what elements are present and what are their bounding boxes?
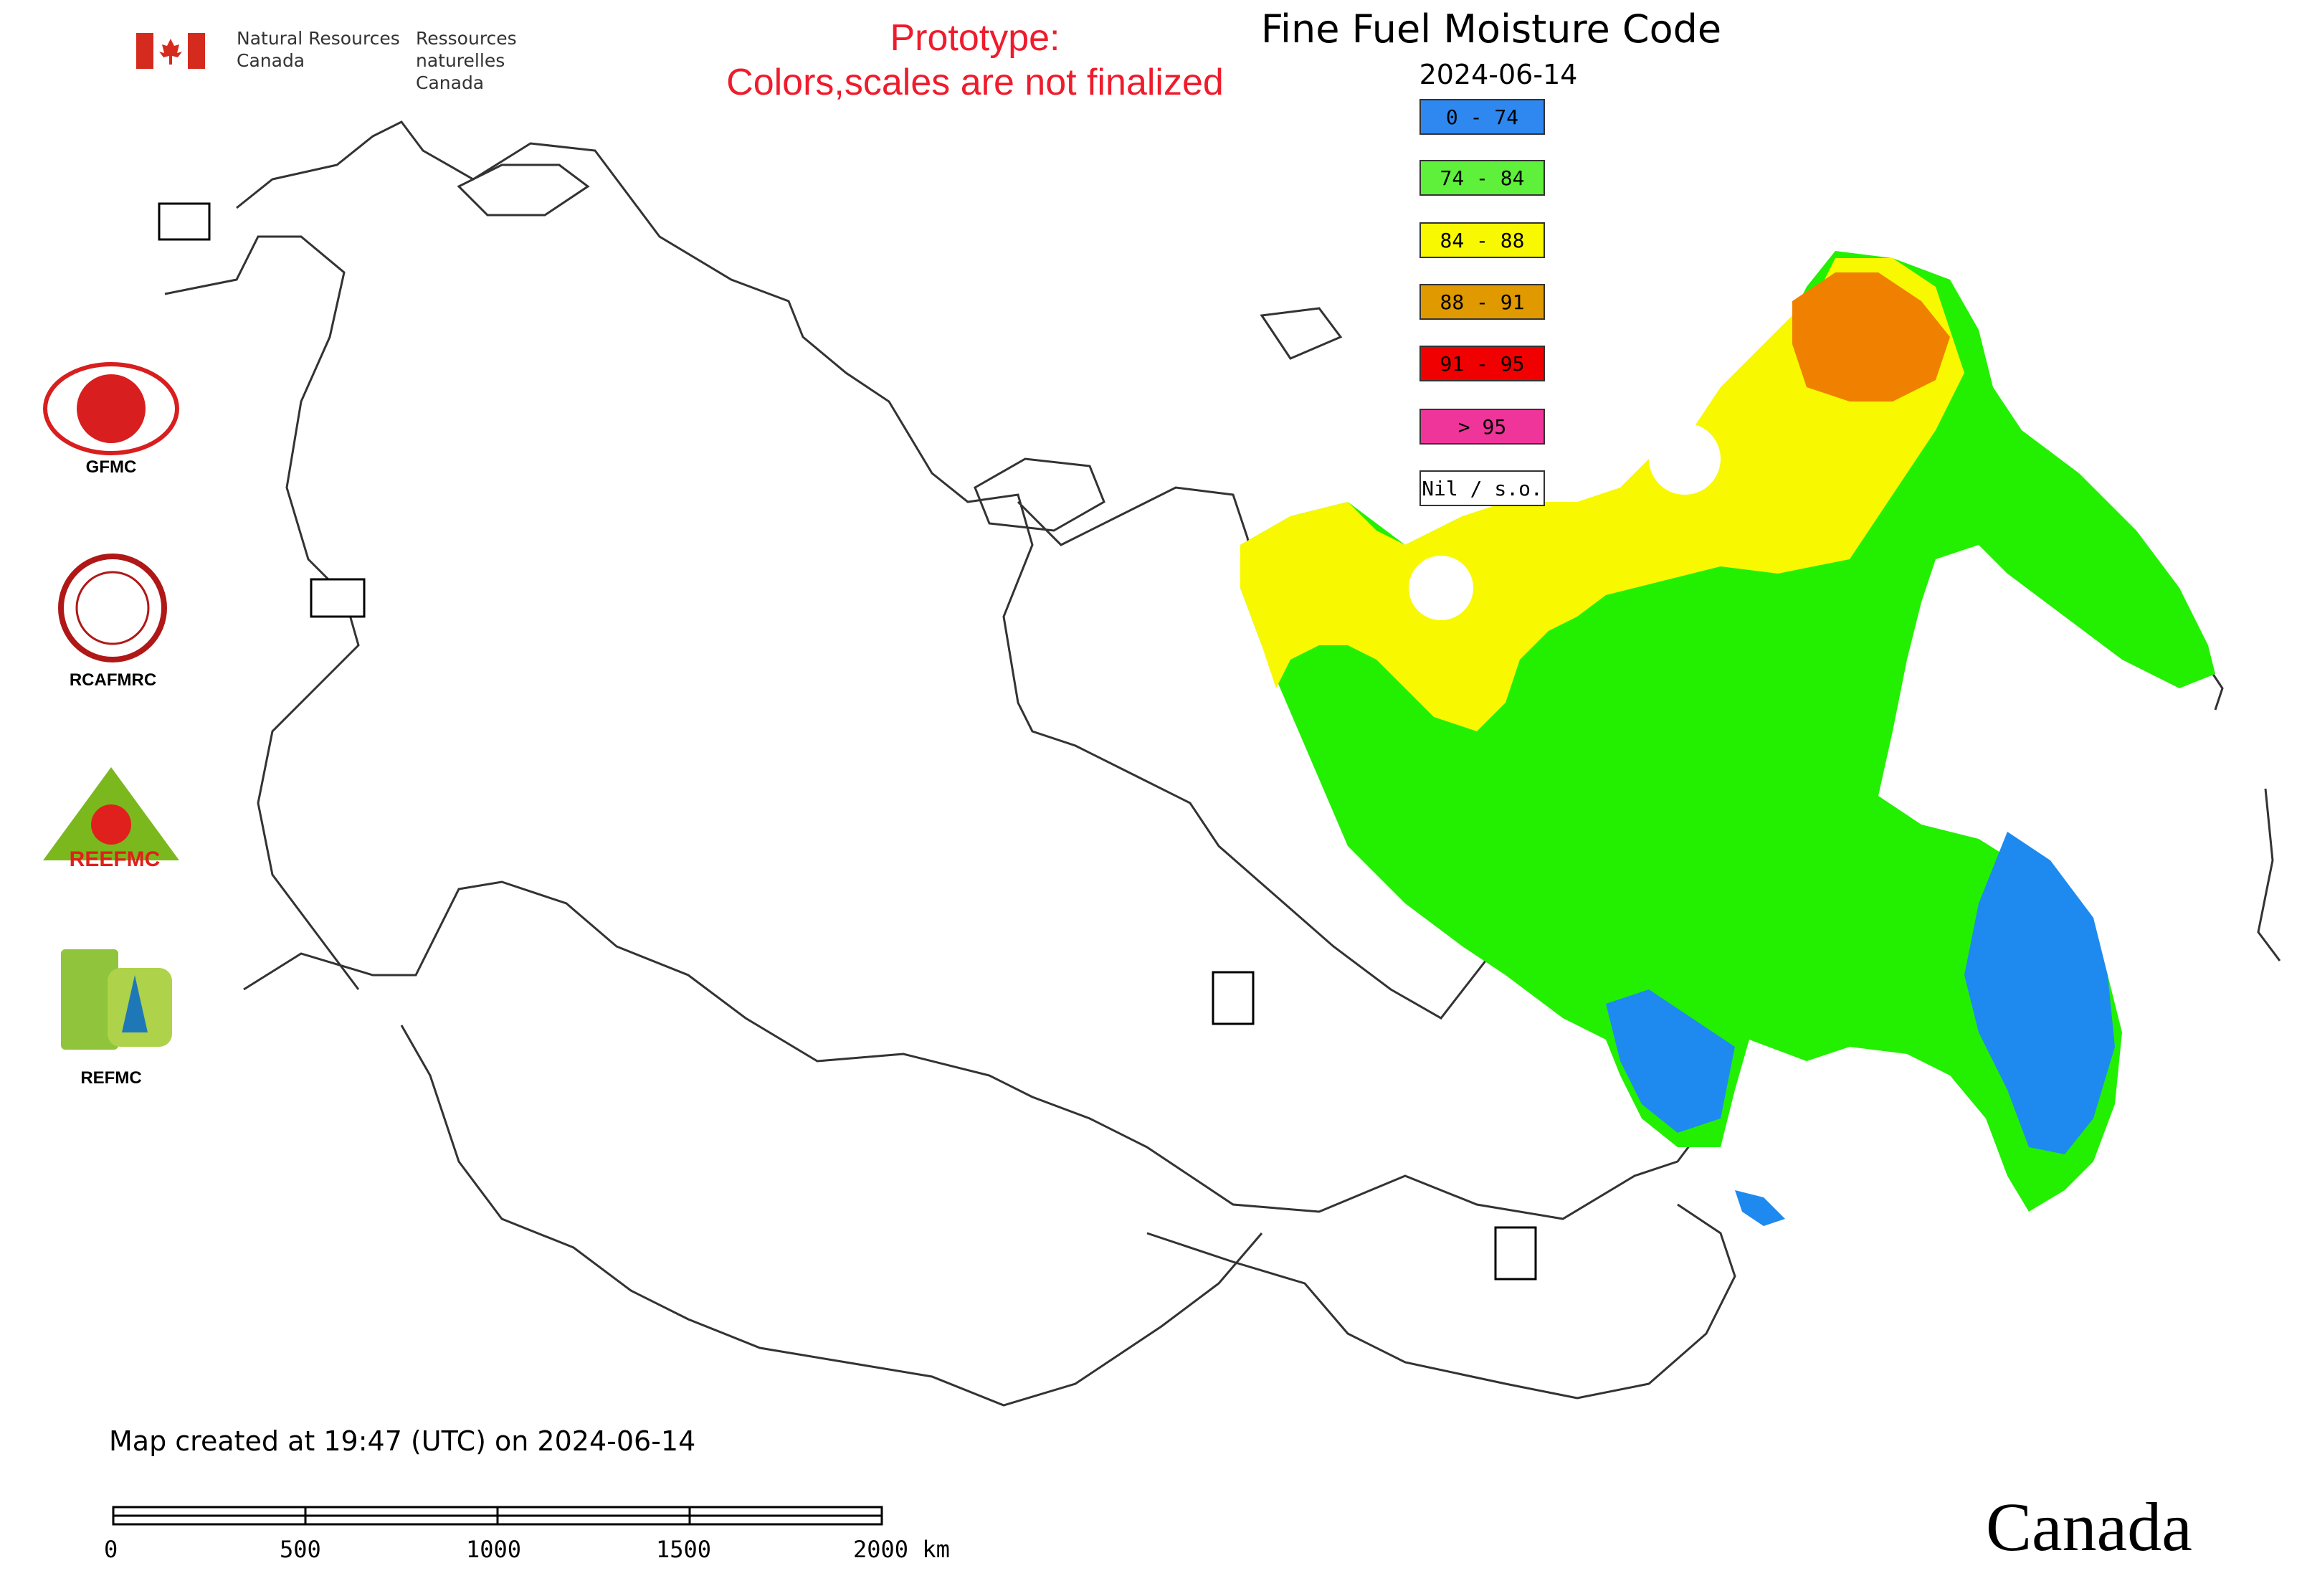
sakhalin-outline: [2257, 788, 2281, 961]
rcafmrc-marker-icon: [1494, 1226, 1537, 1281]
gfmc-marker-icon: [158, 202, 211, 241]
logo-label-reefmc: REEFMC: [69, 847, 161, 871]
map-date: 2024-06-14: [1419, 59, 1578, 90]
map-markers: [158, 202, 1537, 1281]
northwest-outline: [164, 235, 360, 990]
legend-item: Nil / s.o.: [1419, 470, 1545, 506]
mongolia-outline: [1146, 1203, 1736, 1400]
canada-flag-icon: [136, 33, 205, 69]
logo-label-rcafmrc: RCAFMRC: [69, 670, 157, 690]
gfmc-logo-icon: [43, 362, 179, 455]
map-title: Fine Fuel Moisture Code: [1260, 6, 1722, 52]
southern-border-outline: [400, 1025, 1263, 1407]
nil-area-circle-2: [1409, 556, 1473, 620]
scale-bar: [112, 1506, 883, 1526]
scale-label: 1000: [466, 1536, 522, 1563]
blue-zone-south: [1735, 1190, 1785, 1226]
refmc-logo-icon: [61, 949, 172, 1050]
creation-timestamp: Map created at 19:47 (UTC) on 2024-06-14: [109, 1425, 696, 1457]
logo-label-refmc: REFMC: [80, 1068, 142, 1088]
central-asia-outline: [243, 880, 1701, 1220]
legend-item: 0 - 74: [1419, 99, 1545, 135]
blue-zone-east: [1964, 832, 2115, 1154]
scale-label: 500: [280, 1536, 321, 1563]
legend-item: 91 - 95: [1419, 346, 1545, 381]
blue-zone-west: [1606, 989, 1735, 1133]
reefmc-marker-icon: [310, 578, 366, 618]
ffmc-coverage: [1240, 251, 2215, 1226]
legend-item: 88 - 91: [1419, 284, 1545, 320]
scale-label: 0: [104, 1536, 118, 1563]
legend-item: 84 - 88: [1419, 222, 1545, 258]
refmc-marker-icon: [1212, 971, 1255, 1025]
scale-label: 1500: [656, 1536, 712, 1563]
logo-column: [43, 362, 179, 1050]
prototype-notice: Prototype: Colors,scales are not finaliz…: [726, 17, 1224, 103]
arctic-islands-outline: [457, 163, 1343, 532]
canada-wordmark: Canada: [1986, 1488, 2192, 1565]
logo-label-gfmc: GFMC: [85, 457, 137, 477]
agency-name-en: Natural Resources Canada: [237, 28, 400, 71]
nrcan-signature: Natural Resources Canada Ressources natur…: [136, 27, 609, 93]
orange-zone: [1792, 272, 1950, 402]
scale-label: 2000 km: [853, 1536, 950, 1563]
agency-name-fr: Ressources naturelles Canada: [416, 28, 517, 93]
legend-item: 74 - 84: [1419, 160, 1545, 196]
rcafmrc-logo-icon: [58, 554, 167, 662]
reefmc-logo-icon: [43, 767, 179, 860]
nil-area-circle-1: [1649, 423, 1721, 495]
legend-item: > 95: [1419, 409, 1545, 445]
